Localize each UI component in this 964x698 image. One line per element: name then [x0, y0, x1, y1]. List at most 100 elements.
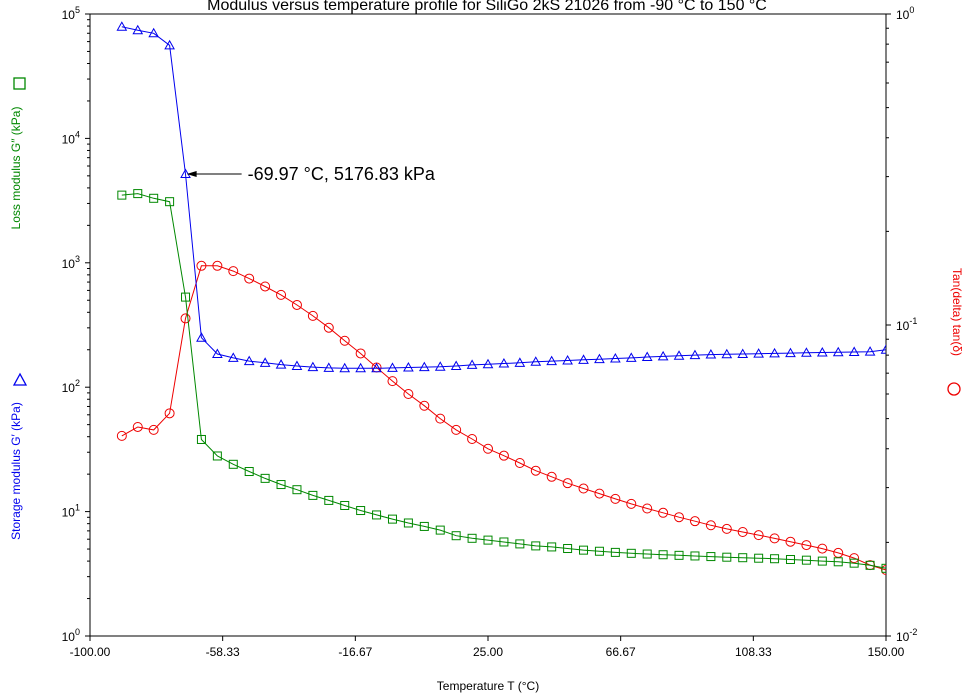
series-loss-point — [451, 531, 461, 541]
series-tan-point — [498, 450, 509, 461]
series-storage-point — [721, 348, 733, 359]
series-loss-point — [483, 535, 493, 545]
storage-legend-triangle-icon — [12, 372, 28, 386]
y-axis-left-upper-title-group: Loss modulus G″ (kPa) — [9, 107, 23, 230]
series-tan-point — [483, 443, 493, 454]
series-storage-point — [148, 27, 160, 38]
y-axis-left: 100 101 102 103 104 105 — [62, 5, 90, 644]
series-storage-point — [832, 346, 844, 357]
series-loss-point — [356, 506, 366, 516]
series-tan-point — [419, 400, 430, 411]
y-axis-right-title-group: Tan(delta) tan(δ) — [950, 268, 964, 356]
series-tan-point — [291, 299, 302, 310]
series-storage-line — [121, 26, 886, 369]
series-loss-point — [228, 459, 238, 469]
series-storage-point — [880, 344, 886, 354]
annotation-arrowhead — [186, 170, 197, 177]
series-tan-point — [307, 310, 318, 321]
series-storage-point — [418, 361, 430, 372]
series-tan-point — [212, 260, 223, 271]
y-axis-left-upper-title: Loss modulus G″ (kPa) — [9, 107, 23, 230]
series-tan-point — [514, 457, 525, 468]
tan-legend-circle-icon — [947, 382, 961, 396]
series-storage-point — [705, 349, 717, 359]
series-loss-point — [642, 549, 652, 559]
series-tan-point — [148, 424, 159, 435]
series-tan-point — [403, 388, 414, 399]
series-tan-point — [546, 471, 557, 482]
y-left-tick-label: 102 — [62, 378, 80, 395]
series-tan-point — [260, 281, 271, 292]
series-storage-point — [610, 353, 621, 363]
series-storage-point — [403, 361, 414, 372]
series-loss-point — [324, 495, 334, 505]
x-tick-label: 150.00 — [868, 645, 905, 659]
series-storage-point — [578, 354, 589, 364]
series-loss-point — [579, 545, 589, 555]
series-tan-point — [387, 376, 398, 387]
series-loss-point — [212, 451, 222, 461]
series-tan — [116, 260, 886, 576]
series-tan-point — [849, 553, 860, 564]
series-tan-point — [355, 348, 366, 359]
series-loss-point — [435, 525, 445, 535]
series-tan-point — [116, 430, 127, 441]
series-storage-point — [307, 361, 319, 372]
x-tick-label: -58.33 — [206, 645, 240, 659]
y-left-tick-label: 101 — [62, 503, 80, 520]
series-storage-point — [180, 168, 191, 178]
annotation-label: -69.97 °C, 5176.83 kPa — [248, 164, 436, 184]
series-tan-point — [244, 273, 255, 284]
series-loss-point — [260, 473, 270, 483]
series-loss-point — [149, 193, 159, 203]
series-loss-point — [276, 480, 286, 490]
series-tan-point — [451, 424, 462, 435]
y-left-tick-label: 103 — [62, 254, 80, 271]
series-loss-point — [849, 558, 859, 568]
series-loss-point — [515, 539, 525, 549]
x-tick-label: -16.67 — [338, 645, 372, 659]
series-loss-point — [467, 533, 477, 543]
series-storage-point — [291, 360, 303, 371]
series-loss-point — [865, 560, 875, 570]
series-storage-point — [530, 356, 542, 366]
chart-title: Modulus versus temperature profile for S… — [207, 0, 767, 14]
series-loss-point — [801, 555, 811, 565]
series-storage-point — [753, 348, 764, 358]
series-storage-point — [259, 357, 271, 367]
series-tan-point — [435, 413, 446, 424]
series-tan-point — [737, 526, 748, 537]
series-loss-point — [738, 553, 748, 563]
series-loss-point — [690, 551, 700, 561]
annotation: -69.97 °C, 5176.83 kPa — [186, 164, 436, 184]
series-loss-point — [181, 292, 191, 302]
x-tick-label: 108.33 — [735, 645, 772, 659]
y-right-tick-label: 10-1 — [896, 316, 917, 333]
series-storage-point — [116, 21, 128, 31]
series-tan-point — [689, 516, 700, 527]
series-tan-point — [658, 507, 669, 518]
series-tan-point — [594, 488, 605, 499]
y-right-tick-label: 100 — [896, 5, 914, 22]
series-storage-point — [164, 39, 175, 50]
series-tan-point — [467, 433, 478, 444]
series-loss-point — [817, 556, 827, 566]
series-storage-point — [227, 352, 239, 362]
x-axis: -100.00 -58.33 -16.67 25.00 66.67 108.33 150.0… — [70, 636, 905, 659]
series-storage-point — [673, 350, 685, 360]
series-loss-point — [403, 518, 413, 528]
y-left-tick-label: 100 — [62, 627, 80, 644]
series-loss — [117, 189, 886, 573]
series-loss-point — [387, 514, 397, 524]
series-storage-point — [434, 361, 446, 371]
series-loss-point — [308, 490, 318, 500]
series-loss-point — [706, 552, 716, 562]
series-tan-point — [610, 493, 621, 504]
y-axis-left-lower-title: Storage modulus G′ (kPa) — [9, 402, 23, 540]
loss-legend-square-icon — [13, 77, 26, 90]
series-loss-point — [244, 467, 254, 477]
series-tan-point — [578, 483, 589, 494]
series-storage-point — [243, 355, 255, 366]
series-storage-point — [546, 355, 558, 366]
